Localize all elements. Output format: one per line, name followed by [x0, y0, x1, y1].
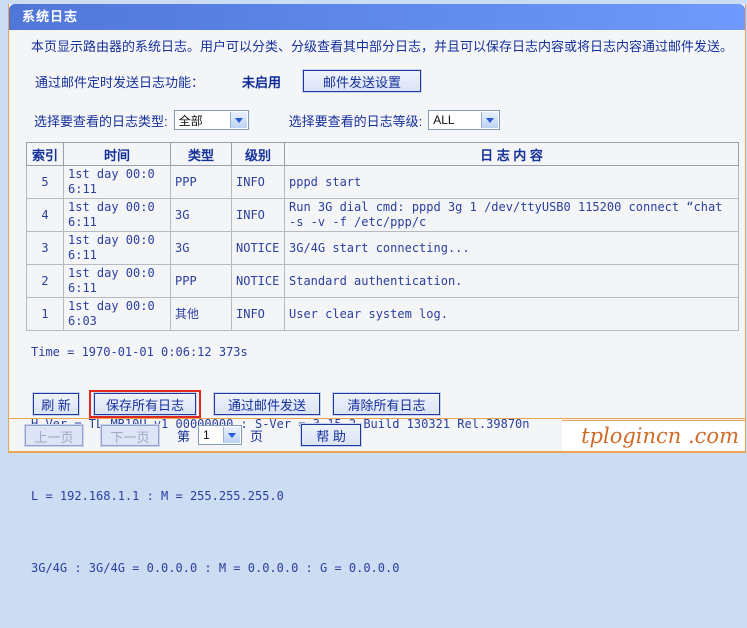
- help-button[interactable]: 帮 助: [301, 424, 362, 446]
- lan-info-line: L = 192.168.1.1 : M = 255.255.255.0: [31, 489, 284, 503]
- email-settings-button[interactable]: 邮件发送设置: [303, 70, 422, 92]
- next-page-button[interactable]: 下一页: [101, 424, 159, 446]
- log-filter-row: 选择要查看的日志类型: 全部 选择要查看的日志等级: ALL: [34, 110, 501, 130]
- log-content: Run 3G dial cmd: pppd 3g 1 /dev/ttyUSB0 …: [284, 198, 739, 232]
- col-header-content: 日 志 内 容: [284, 142, 739, 166]
- log-content: 3G/4G start connecting...: [284, 231, 739, 265]
- watermark: tplogincn .com: [562, 420, 745, 451]
- log-content: pppd start: [284, 165, 739, 199]
- log-index: 1: [26, 297, 64, 331]
- log-type-value: 全部: [178, 113, 203, 128]
- clear-all-logs-button[interactable]: 清除所有日志: [333, 393, 440, 415]
- log-time: 1st day 00:06:11: [63, 198, 171, 232]
- log-time: 1st day 00:06:03: [63, 297, 171, 331]
- table-row: 1 1st day 00:06:03 其他 INFO User clear sy…: [26, 297, 739, 331]
- log-time: 1st day 00:06:11: [63, 264, 171, 298]
- col-header-type: 类型: [170, 142, 232, 166]
- log-index: 3: [26, 231, 64, 265]
- page-number-select[interactable]: 1: [198, 425, 243, 445]
- refresh-button[interactable]: 刷 新: [33, 393, 79, 415]
- log-content: User clear system log.: [284, 297, 739, 331]
- email-log-label: 通过邮件定时发送日志功能：: [35, 74, 205, 90]
- panel-content: 本页显示路由器的系统日志。用户可以分类、分级查看其中部分日志，并且可以保存日志内…: [9, 30, 745, 575]
- page-suffix-label: 页: [250, 428, 264, 444]
- time-info-line: Time = 1970-01-01 0:06:12 373s: [31, 345, 248, 359]
- log-type: PPP: [170, 165, 232, 199]
- page-title: 系统日志: [9, 4, 745, 30]
- log-level-select[interactable]: ALL: [428, 110, 501, 130]
- wan-info-line: 3G/4G : 3G/4G = 0.0.0.0 : M = 0.0.0.0 : …: [31, 561, 400, 575]
- log-level-label: 选择要查看的日志等级:: [288, 113, 423, 129]
- log-index: 5: [26, 165, 64, 199]
- log-time: 1st day 00:06:11: [63, 231, 171, 265]
- log-table: 索引 时间 类型 级别 日 志 内 容 5 1st day 00:06:11 P…: [26, 142, 739, 331]
- log-level: NOTICE: [231, 264, 285, 298]
- table-row: 5 1st day 00:06:11 PPP INFO pppd start: [26, 165, 739, 199]
- email-log-row: 通过邮件定时发送日志功能： 未启用 邮件发送设置: [35, 70, 422, 92]
- log-level-value: ALL: [433, 113, 455, 127]
- table-row: 2 1st day 00:06:11 PPP NOTICE Standard a…: [26, 264, 739, 298]
- save-all-logs-button[interactable]: 保存所有日志: [94, 393, 196, 415]
- chevron-down-icon: [223, 427, 241, 443]
- prev-page-button[interactable]: 上一页: [25, 424, 83, 446]
- log-type-label: 选择要查看的日志类型:: [34, 113, 168, 129]
- log-type: PPP: [170, 264, 232, 298]
- table-row: 3 1st day 00:06:11 3G NOTICE 3G/4G start…: [26, 231, 739, 265]
- red-highlight-box: 保存所有日志: [89, 390, 201, 418]
- log-type: 3G: [170, 231, 232, 265]
- status-info-block: Time = 1970-01-01 0:06:12 373s H-Ver = T…: [31, 292, 530, 628]
- email-log-status: 未启用: [242, 74, 282, 90]
- log-time: 1st day 00:06:11: [63, 165, 171, 199]
- send-by-mail-button[interactable]: 通过邮件发送: [214, 393, 320, 415]
- system-log-panel: 系统日志 本页显示路由器的系统日志。用户可以分类、分级查看其中部分日志，并且可以…: [8, 4, 746, 575]
- chevron-down-icon: [481, 112, 499, 128]
- log-type-select[interactable]: 全部: [173, 110, 249, 130]
- log-type: 3G: [170, 198, 232, 232]
- log-level: INFO: [231, 198, 285, 232]
- col-header-level: 级别: [231, 142, 285, 166]
- log-content: Standard authentication.: [284, 264, 739, 298]
- log-table-header: 索引 时间 类型 级别 日 志 内 容: [26, 142, 739, 166]
- page-prefix-label: 第: [177, 428, 191, 444]
- action-buttons-row: 刷 新 保存所有日志 通过邮件发送 清除所有日志: [33, 390, 440, 418]
- description-text: 本页显示路由器的系统日志。用户可以分类、分级查看其中部分日志，并且可以保存日志内…: [31, 39, 734, 54]
- table-row: 4 1st day 00:06:11 3G INFO Run 3G dial c…: [26, 198, 739, 232]
- log-level: INFO: [231, 297, 285, 331]
- page-number-value: 1: [203, 428, 210, 442]
- log-level: NOTICE: [231, 231, 285, 265]
- log-index: 4: [26, 198, 64, 232]
- pagination-bar: 上一页 下一页 第 1 页 帮 助: [9, 418, 745, 451]
- log-level: INFO: [231, 165, 285, 199]
- col-header-time: 时间: [63, 142, 171, 166]
- chevron-down-icon: [229, 112, 247, 128]
- col-header-index: 索引: [26, 142, 64, 166]
